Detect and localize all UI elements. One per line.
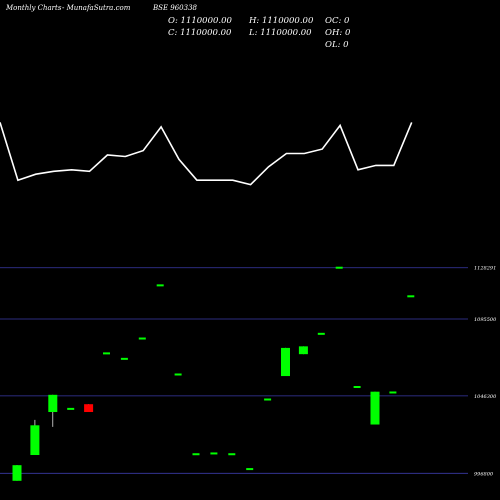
candle-body [84, 404, 94, 413]
oh-value: OH: 0 [325, 28, 351, 38]
open-value: O: 1110000.00 [168, 16, 232, 26]
candle-body [30, 425, 40, 456]
candle-body [370, 391, 380, 425]
y-tick-label: 1095500 [474, 317, 497, 323]
close-value: C: 1110000.00 [168, 28, 232, 38]
candle-body [228, 453, 236, 456]
candle-body [246, 468, 254, 471]
line-layer [0, 122, 413, 186]
price-line [0, 122, 413, 186]
candle-body [281, 347, 290, 377]
y-tick-label: 1128291 [474, 266, 496, 272]
candle-body [67, 407, 75, 410]
candle-body [264, 398, 272, 401]
high-value: H: 1110000.00 [249, 16, 314, 26]
grid-layer: 1128291 1095500 1046300 996800 [0, 266, 497, 477]
candle-body [174, 373, 182, 376]
y-tick-label: 1046300 [474, 394, 497, 400]
candle-body [103, 352, 110, 355]
candle-body [12, 465, 22, 481]
candle-body [407, 295, 415, 298]
y-tick-label: 996800 [474, 471, 494, 477]
candle-body [335, 266, 343, 269]
chart-name: Monthly Charts [6, 4, 62, 12]
candle-body [48, 394, 58, 413]
candle-body [353, 385, 361, 388]
candle-body [138, 337, 146, 340]
oc-value: OC: 0 [325, 16, 350, 26]
symbol-name: BSE 960338 [153, 4, 197, 12]
candle-body [192, 453, 200, 456]
candle-body [317, 332, 325, 335]
source-name: - MunafaSutra.com [62, 4, 131, 12]
candle-body [298, 346, 308, 355]
candle-layer [12, 266, 415, 481]
candle-body [156, 284, 164, 287]
candle-body [210, 452, 218, 455]
ol-value: OL: 0 [325, 40, 349, 50]
candle-body [389, 391, 397, 394]
low-value: L: 1110000.00 [249, 28, 312, 38]
candle-body [120, 357, 128, 360]
